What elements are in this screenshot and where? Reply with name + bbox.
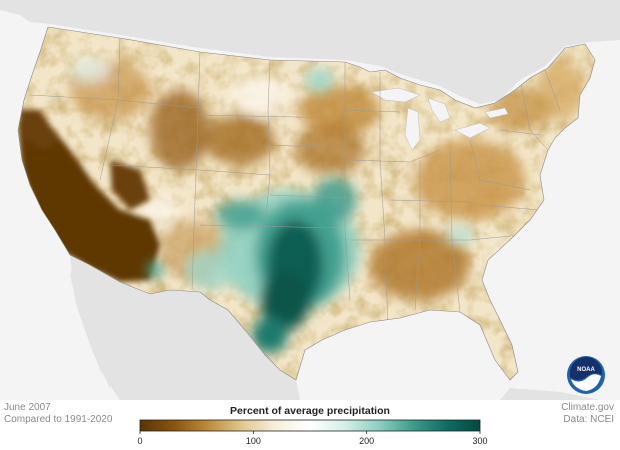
data-source-label: Data: NCEI — [563, 414, 614, 425]
credit-label: Climate.gov — [561, 402, 614, 413]
legend-ticks: 0 100 200 300 — [137, 431, 488, 446]
comparison-label: Compared to 1991-2020 — [4, 414, 113, 425]
legend-tick-label: 100 — [246, 436, 261, 446]
noaa-logo-icon: NOAA — [567, 356, 605, 394]
noaa-logo-text: NOAA — [577, 367, 595, 373]
legend-tick-label: 200 — [359, 436, 374, 446]
legend-tick-label: 0 — [137, 436, 142, 446]
date-block: June 2007 Compared to 1991-2020 — [4, 402, 112, 426]
canada-landmass — [0, 0, 620, 104]
legend-colorbar: 0 100 200 300 — [137, 419, 488, 446]
cuba-island — [500, 388, 600, 400]
state-borders — [29, 37, 561, 331]
noaa-logo-wave — [571, 374, 601, 391]
noaa-logo-top — [570, 357, 602, 380]
legend-tick-label: 300 — [472, 436, 487, 446]
legend-title: Percent of average precipitation — [230, 405, 390, 417]
mexico-landmass — [70, 255, 300, 400]
great-lakes — [371, 87, 509, 151]
date-label: June 2007 — [4, 402, 51, 413]
credit-block: Climate.gov Data: NCEI — [561, 402, 614, 426]
legend-gradient-bar — [139, 419, 481, 432]
baja-peninsula — [70, 262, 114, 388]
precipitation-map — [0, 0, 620, 400]
